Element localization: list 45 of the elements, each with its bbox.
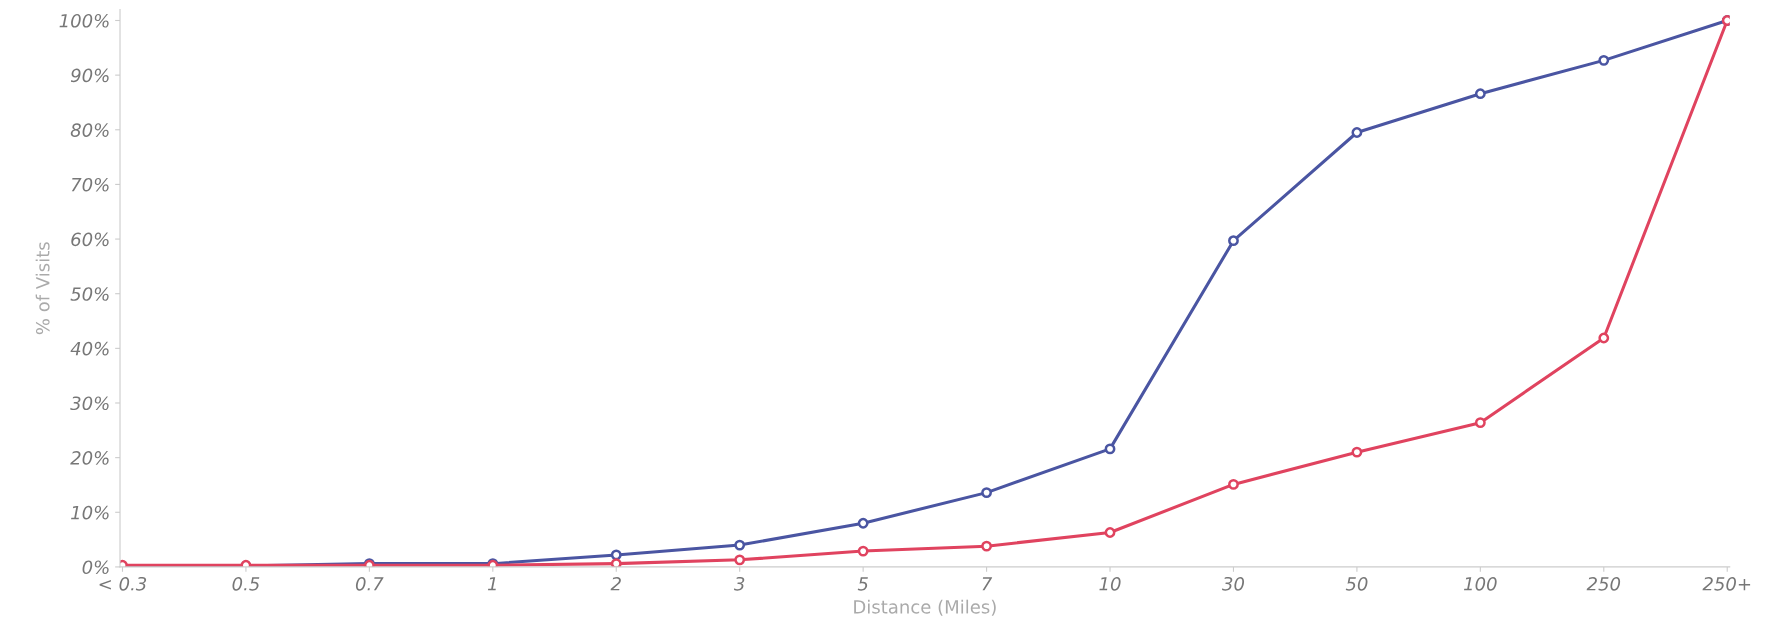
y-tick-label: 30% — [70, 396, 109, 411]
x-tick-label: 50 — [1345, 576, 1368, 591]
y-tick-label: 10% — [71, 505, 109, 520]
x-tick-label: 100 — [1464, 576, 1497, 591]
point — [1351, 127, 1363, 138]
point — [981, 540, 992, 552]
point — [1228, 479, 1239, 490]
y-tick-label: 100% — [59, 13, 109, 28]
point — [610, 549, 622, 561]
y-tick-label: 90% — [70, 68, 109, 83]
point — [1228, 235, 1239, 247]
y-tick-label: 60% — [71, 232, 109, 247]
point — [857, 517, 869, 529]
y-tick-label: 40% — [70, 341, 109, 356]
y-tick-label: 80% — [70, 123, 109, 137]
point — [1474, 88, 1486, 100]
point — [981, 487, 992, 499]
point — [610, 558, 622, 567]
x-tick-label: 3 — [733, 576, 745, 591]
x-tick-label: 2 — [610, 576, 621, 591]
x-tick-label: < 0.3 — [99, 576, 147, 591]
x-tick-label: 30 — [1222, 576, 1245, 591]
x-tick-label: 250+ — [1702, 576, 1751, 591]
point — [857, 545, 869, 557]
x-tick-label: 1 — [487, 577, 496, 591]
point — [1474, 417, 1486, 429]
x-tick-label: 250 — [1586, 576, 1621, 591]
y-tick-label: 20% — [70, 451, 109, 465]
y-axis-title: % of Visits — [35, 242, 50, 335]
y-tick-label: 50% — [70, 287, 109, 301]
y-tick-label: 70% — [71, 177, 109, 192]
x-axis-title: Distance (Miles) — [854, 599, 996, 616]
point — [1104, 527, 1116, 538]
point — [1598, 332, 1610, 344]
x-tick-label: 10 — [1099, 576, 1121, 591]
x-tick-label: 0.5 — [232, 576, 260, 591]
point — [1598, 54, 1610, 66]
point — [734, 554, 746, 566]
point — [1351, 446, 1363, 458]
x-tick-label: 5 — [857, 577, 868, 591]
point — [734, 539, 746, 551]
point — [1104, 443, 1116, 455]
x-tick-label: 0.7 — [355, 576, 384, 591]
y-tick-label: 0% — [82, 560, 109, 575]
x-tick-label: 7 — [982, 577, 993, 591]
